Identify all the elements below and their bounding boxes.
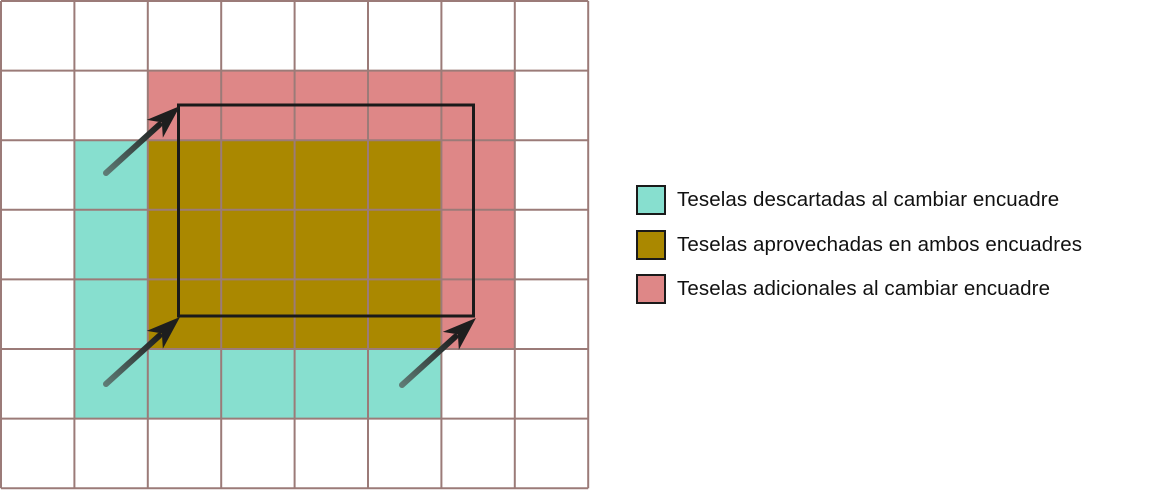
- pan-arrow-icon: [103, 317, 180, 387]
- legend-label-discarded: Teselas descartadas al cambiar encuadre: [677, 188, 1060, 211]
- legend-item-discarded: Teselas descartadas al cambiar encuadre: [636, 184, 1151, 216]
- legend: Teselas descartadas al cambiar encuadre …: [636, 184, 1151, 318]
- legend-label-additional: Teselas adicionales al cambiar encuadre: [677, 277, 1051, 300]
- viewport-outline: [177, 103, 475, 318]
- pan-arrows: [103, 106, 476, 388]
- pan-arrow-icon: [103, 106, 180, 176]
- legend-item-reused: Teselas aprovechadas en ambos encuadres: [636, 229, 1151, 261]
- pan-arrow-icon: [399, 318, 476, 388]
- legend-swatch-discarded: [636, 185, 666, 215]
- legend-label-reused: Teselas aprovechadas en ambos encuadres: [677, 232, 1083, 256]
- legend-item-additional: Teselas adicionales al cambiar encuadre: [636, 273, 1151, 305]
- legend-swatch-additional: [636, 274, 666, 304]
- tile-grid-diagram: [0, 0, 590, 490]
- legend-swatch-reused: [636, 229, 666, 260]
- tile-grid-lines: [0, 0, 590, 490]
